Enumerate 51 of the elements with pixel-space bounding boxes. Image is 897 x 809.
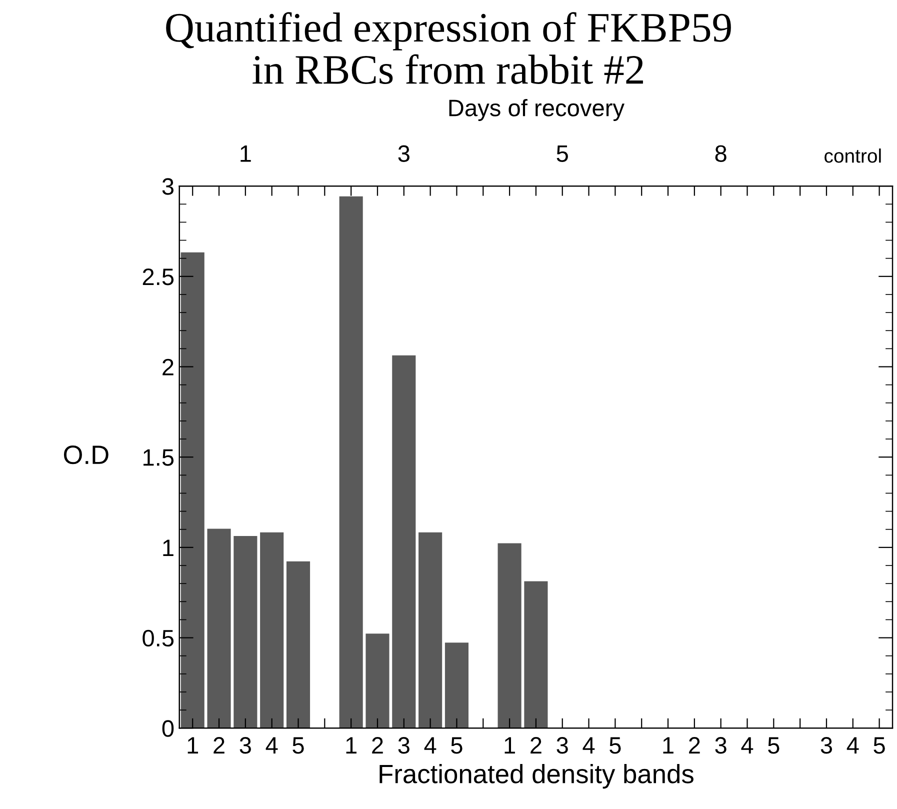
text: 3 [398, 145, 410, 162]
bar [418, 532, 442, 728]
x-tick-label: 5 [292, 737, 304, 754]
x-tick-label: 4 [266, 737, 278, 754]
x-tick-label: 2 [214, 737, 224, 754]
x-tick-label: 3 [715, 737, 726, 754]
bar [524, 581, 548, 728]
y-axis-title: O.D [64, 445, 108, 464]
y-tick-label: 2 [162, 358, 174, 376]
x-tick-label: 4 [424, 737, 436, 754]
x-tick-label: 3 [556, 737, 568, 754]
x-tick-label: 5 [874, 737, 885, 754]
bar [234, 536, 258, 728]
x-tick-label: 4 [846, 737, 859, 754]
x-tick-label: 1 [346, 737, 356, 754]
text: 8 [715, 145, 726, 162]
x-tick-label: 2 [530, 737, 542, 754]
x-tick-label: 5 [768, 737, 780, 754]
x-tick-label: 4 [741, 737, 754, 754]
x-axis-title: Fractionated density bands [380, 764, 694, 789]
x-tick-label: 1 [504, 737, 515, 754]
bar [392, 355, 416, 728]
y-tick-label: 1.5 [144, 449, 174, 466]
y-tick-label: 2.5 [142, 268, 174, 286]
text: 1 [240, 145, 251, 162]
x-tick-label: 5 [451, 737, 462, 754]
bar [498, 543, 522, 728]
x-tick-label: 1 [663, 737, 674, 754]
y-tick-label: 0 [162, 720, 174, 737]
x-tick-label: 3 [820, 737, 832, 754]
x-tick-label: 2 [689, 737, 700, 754]
x-tick-label: 4 [582, 737, 595, 754]
bar [444, 642, 468, 728]
text: Days of recovery [449, 99, 624, 122]
y-tick-label: 1 [163, 540, 174, 556]
text: control [824, 148, 881, 163]
y-tick-label: 0.5 [142, 630, 174, 647]
bar [339, 196, 363, 728]
x-tick-label: 5 [610, 737, 621, 754]
bar [180, 252, 204, 728]
x-tick-label: 1 [188, 737, 198, 754]
x-tick-label: 3 [398, 737, 410, 754]
bar [286, 561, 310, 728]
text: 5 [556, 145, 568, 162]
bar [207, 528, 231, 728]
bar [366, 634, 390, 728]
chart-title: Quantified expression of FKBP59 in RBCs from rabbit #2 [166, 12, 731, 84]
bar [260, 532, 284, 728]
y-tick-label: 3 [162, 178, 174, 195]
x-tick-label: 2 [372, 737, 383, 754]
x-tick-label: 3 [240, 737, 251, 754]
